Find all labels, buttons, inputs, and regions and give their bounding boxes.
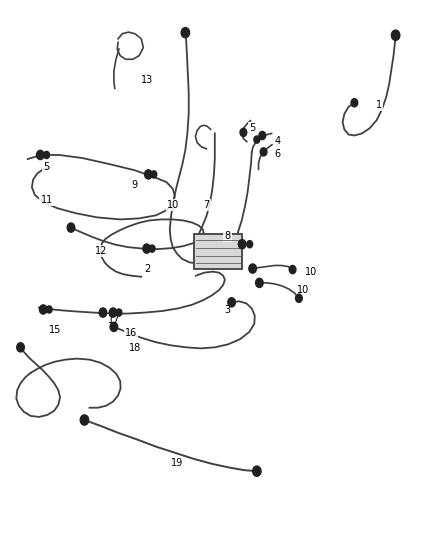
Circle shape — [99, 308, 107, 317]
Text: 16: 16 — [124, 328, 137, 338]
Circle shape — [256, 278, 263, 287]
Circle shape — [181, 28, 190, 38]
Circle shape — [143, 244, 151, 253]
Circle shape — [44, 151, 49, 158]
Circle shape — [145, 170, 152, 179]
FancyBboxPatch shape — [194, 234, 242, 269]
Text: 18: 18 — [129, 343, 141, 353]
Text: 15: 15 — [49, 326, 61, 335]
Text: 10: 10 — [305, 266, 318, 277]
Circle shape — [80, 415, 88, 425]
Circle shape — [109, 308, 117, 317]
Text: 5: 5 — [250, 123, 256, 133]
Circle shape — [249, 264, 256, 273]
Text: 17: 17 — [108, 315, 120, 325]
Circle shape — [46, 306, 52, 313]
Text: 1: 1 — [376, 100, 382, 110]
Circle shape — [289, 265, 296, 273]
Circle shape — [253, 466, 261, 477]
Circle shape — [392, 30, 400, 41]
Text: 5: 5 — [43, 161, 50, 172]
Text: 12: 12 — [95, 246, 107, 256]
Circle shape — [296, 294, 302, 302]
Circle shape — [17, 343, 25, 352]
Circle shape — [240, 128, 247, 136]
Circle shape — [247, 240, 253, 248]
Circle shape — [149, 245, 155, 252]
Circle shape — [259, 132, 266, 140]
Text: 6: 6 — [275, 149, 281, 159]
Circle shape — [260, 148, 267, 156]
Circle shape — [151, 171, 157, 178]
Text: 13: 13 — [141, 75, 154, 85]
Circle shape — [238, 240, 246, 249]
Text: 9: 9 — [132, 180, 138, 190]
Text: 7: 7 — [203, 200, 209, 210]
Circle shape — [39, 305, 47, 314]
Text: 4: 4 — [275, 136, 281, 146]
Circle shape — [351, 99, 358, 107]
Circle shape — [67, 223, 75, 232]
Circle shape — [116, 309, 122, 316]
Text: 11: 11 — [40, 195, 53, 205]
Text: 19: 19 — [171, 458, 183, 469]
Circle shape — [228, 298, 235, 307]
Circle shape — [254, 136, 260, 143]
Circle shape — [36, 150, 44, 159]
Circle shape — [110, 322, 118, 332]
Text: 8: 8 — [224, 231, 230, 241]
Text: 10: 10 — [166, 200, 179, 210]
Text: 3: 3 — [224, 305, 230, 315]
Text: 2: 2 — [145, 264, 151, 274]
Text: 10: 10 — [297, 285, 309, 295]
